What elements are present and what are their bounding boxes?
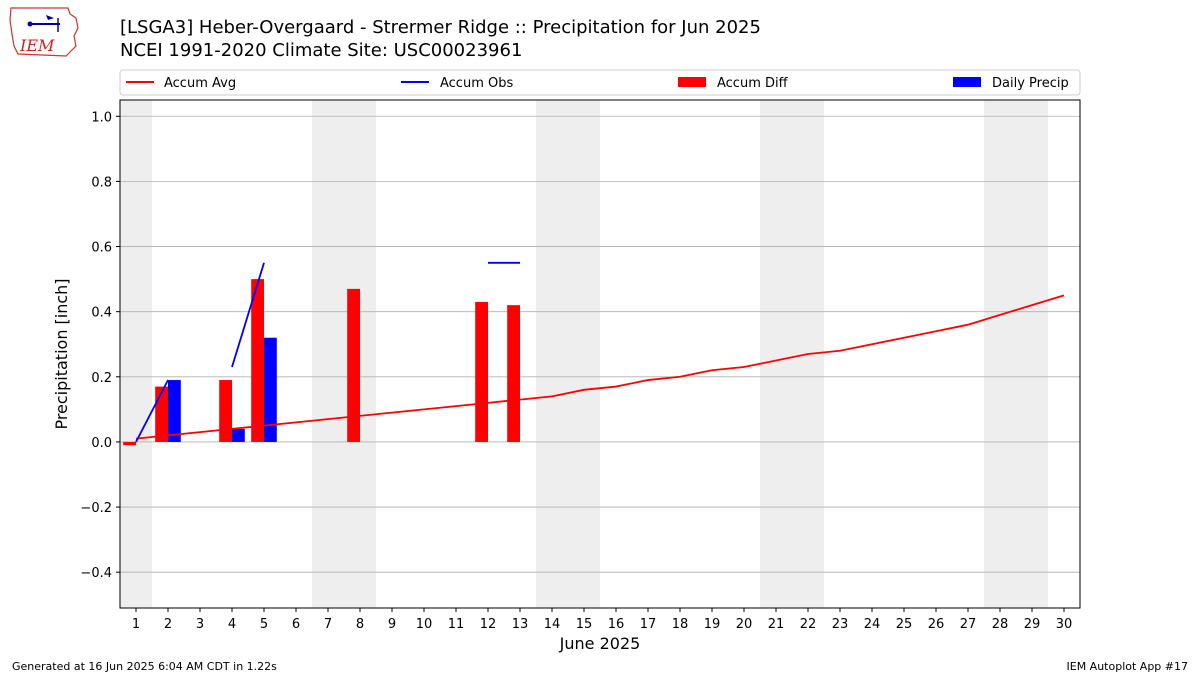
y-tick-label: 1.0 (91, 110, 112, 125)
y-tick-label: 0.2 (91, 371, 112, 386)
legend-accum-obs-label: Accum Obs (440, 76, 513, 91)
weekend-band (568, 100, 600, 608)
accum-diff-bar (347, 288, 360, 442)
accum-diff-bar (123, 441, 136, 446)
x-tick-label: 17 (640, 617, 657, 632)
x-tick-label: 26 (928, 617, 945, 632)
x-tick-label: 10 (416, 617, 433, 632)
x-tick-label: 30 (1056, 617, 1073, 632)
accum-avg-line (135, 294, 1065, 440)
x-tick-label: 4 (228, 617, 236, 632)
daily-precip-bar (264, 337, 277, 442)
x-tick-label: 6 (292, 617, 300, 632)
legend-accum-diff-label: Accum Diff (717, 76, 789, 91)
weekend-band (312, 100, 344, 608)
x-tick-label: 15 (576, 617, 593, 632)
x-tick-label: 20 (736, 617, 753, 632)
x-tick-label: 28 (992, 617, 1009, 632)
legend-daily-precip-label: Daily Precip (992, 76, 1069, 91)
iem-logo: IEM (8, 6, 80, 58)
x-tick-label: 13 (512, 617, 529, 632)
x-tick-label: 24 (864, 617, 881, 632)
daily-precip-bar (168, 380, 181, 442)
accum-diff-bar (475, 301, 488, 442)
x-tick-label: 3 (196, 617, 204, 632)
x-tick-label: 9 (388, 617, 396, 632)
legend-accum-diff-swatch (678, 77, 706, 87)
legend-box (119, 69, 1081, 96)
accum-diff-bar (507, 305, 520, 442)
weekend-band (120, 100, 152, 608)
y-axis-label: Precipitation [inch] (52, 278, 71, 429)
y-tick-label: 0.8 (91, 175, 112, 190)
x-tick-label: 29 (1024, 617, 1041, 632)
y-tick-label: 0.6 (91, 241, 112, 256)
svg-text:IEM: IEM (19, 36, 55, 55)
x-tick-label: 23 (832, 617, 849, 632)
x-tick-label: 25 (896, 617, 913, 632)
x-tick-label: 27 (960, 617, 977, 632)
y-tick-label: 0.4 (91, 306, 112, 321)
x-tick-label: 19 (704, 617, 721, 632)
accum-diff-bar (155, 386, 168, 442)
x-tick-label: 22 (800, 617, 817, 632)
x-tick-label: 12 (480, 617, 497, 632)
weekend-band (1016, 100, 1048, 608)
legend-accum-avg-label: Accum Avg (164, 76, 236, 91)
x-tick-label: 14 (544, 617, 561, 632)
chart-subtitle: NCEI 1991-2020 Climate Site: USC00023961 (120, 40, 523, 61)
accum-obs-line (231, 262, 265, 368)
legend-daily-precip-swatch (953, 77, 981, 87)
x-tick-label: 1 (132, 617, 140, 632)
x-axis-label: June 2025 (559, 634, 641, 653)
accum-diff-bar (251, 279, 264, 442)
x-tick-label: 16 (608, 617, 625, 632)
x-tick-label: 7 (324, 617, 332, 632)
accum-obs-line (135, 379, 169, 443)
y-tick-label: −0.2 (80, 501, 112, 516)
y-tick-label: 0.0 (91, 436, 112, 451)
x-tick-label: 2 (164, 617, 172, 632)
y-tick-label: −0.4 (80, 566, 112, 581)
footer-generated: Generated at 16 Jun 2025 6:04 AM CDT in … (12, 660, 277, 673)
weekend-band (760, 100, 792, 608)
daily-precip-bar (232, 428, 245, 442)
weekend-band (984, 100, 1016, 608)
x-tick-label: 21 (768, 617, 785, 632)
footer-app: IEM Autoplot App #17 (1066, 660, 1189, 673)
x-tick-label: 11 (448, 617, 465, 632)
chart-title: [LSGA3] Heber-Overgaard - Strermer Ridge… (120, 17, 761, 38)
accum-diff-bar (219, 380, 232, 442)
plot-frame (119, 99, 1081, 609)
x-tick-label: 18 (672, 617, 689, 632)
x-tick-label: 5 (260, 617, 268, 632)
x-tick-label: 8 (356, 617, 364, 632)
weekend-band (536, 100, 568, 608)
